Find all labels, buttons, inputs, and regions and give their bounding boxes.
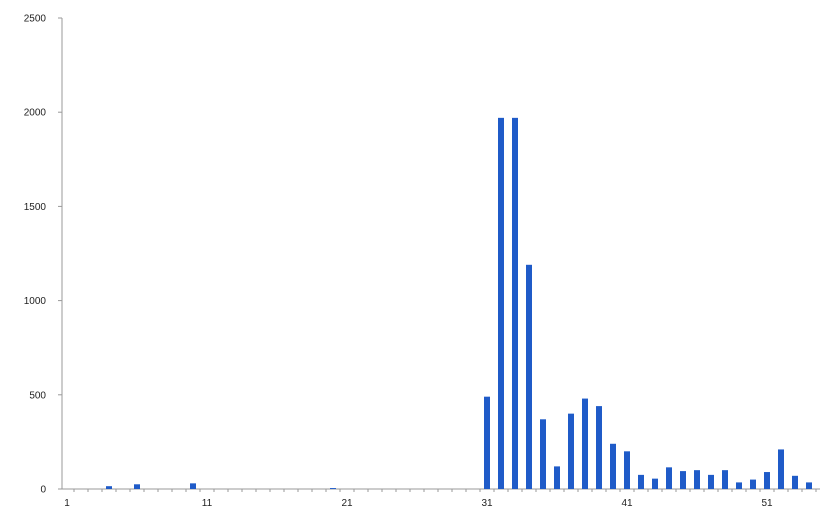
bar <box>134 484 140 489</box>
bar <box>722 470 728 489</box>
bar <box>638 474 644 489</box>
bars <box>106 117 812 490</box>
bar <box>106 486 112 489</box>
bar <box>694 470 700 489</box>
bar <box>554 466 560 489</box>
bar <box>568 413 574 489</box>
x-tick-label: 1 <box>64 498 70 509</box>
bar <box>540 419 546 489</box>
bar <box>708 474 714 489</box>
bar <box>652 478 658 489</box>
y-tick-label: 1000 <box>24 296 47 307</box>
y-axis: 0 500 1000 1500 2000 2500 <box>24 14 63 496</box>
y-tick-label: 0 <box>40 485 46 496</box>
bar <box>582 398 588 489</box>
bar <box>330 488 336 489</box>
y-tick-label: 2500 <box>24 14 47 25</box>
x-tick-label: 21 <box>341 498 353 509</box>
bar <box>526 264 532 489</box>
x-tick-label: 11 <box>202 498 213 509</box>
bar <box>596 406 602 489</box>
bar <box>806 482 812 489</box>
bar <box>610 443 616 489</box>
x-axis: 1 11 21 31 41 51 <box>62 488 820 509</box>
bar <box>792 475 798 489</box>
x-tick-label: 51 <box>761 498 773 509</box>
bar <box>680 471 686 489</box>
bar <box>666 467 672 489</box>
y-tick-label: 1500 <box>24 202 47 213</box>
bar <box>512 117 518 490</box>
bar <box>498 117 504 490</box>
bar <box>778 449 784 489</box>
x-tick-label: 31 <box>481 498 493 509</box>
bar <box>764 472 770 489</box>
x-tick-label: 41 <box>621 498 633 509</box>
bar <box>190 483 196 489</box>
y-tick-label: 500 <box>29 390 46 401</box>
bar <box>750 479 756 489</box>
bar <box>736 482 742 489</box>
y-tick-label: 2000 <box>24 108 47 119</box>
bar <box>624 451 630 489</box>
bar <box>484 396 490 489</box>
